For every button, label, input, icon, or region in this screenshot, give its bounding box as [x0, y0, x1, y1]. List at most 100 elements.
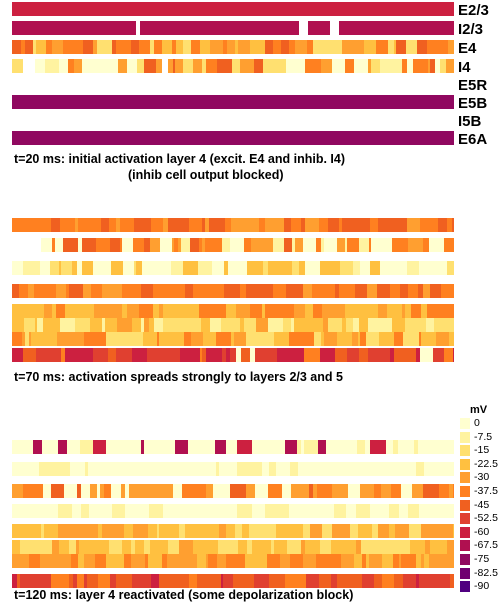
raster-segment [237, 440, 252, 454]
raster-segment [209, 238, 213, 252]
raster-segment [361, 304, 365, 318]
raster-segment [321, 332, 324, 346]
raster-segment [55, 540, 59, 554]
raster-segment [170, 524, 179, 538]
raster-segment [421, 332, 436, 346]
raster-segment [165, 59, 168, 73]
raster-segment [394, 332, 403, 346]
raster-segment [273, 40, 281, 54]
raster-segment [118, 59, 127, 73]
raster-segment [12, 77, 454, 91]
raster-segment [249, 524, 262, 538]
raster-segment [268, 261, 279, 275]
raster-segment [183, 261, 198, 275]
raster-segment [451, 554, 454, 568]
raster-segment [231, 218, 246, 232]
raster-segment [89, 504, 96, 518]
raster-segment [441, 284, 446, 298]
raster-segment [61, 524, 74, 538]
raster-segment [142, 261, 144, 275]
raster-segment [157, 484, 173, 498]
raster-segment [67, 440, 80, 454]
raster-segment [54, 504, 58, 518]
raster-segment [357, 440, 365, 454]
raster-segment [82, 261, 93, 275]
raster-segment [428, 59, 430, 73]
raster-segment [346, 462, 361, 476]
raster-segment [289, 504, 303, 518]
raster-segment [17, 318, 24, 332]
raster-segment [314, 332, 317, 346]
raster-segment [96, 238, 110, 252]
raster-segment [65, 304, 78, 318]
raster-segment [95, 59, 99, 73]
raster-segment [98, 574, 110, 588]
raster-segment [419, 504, 432, 518]
raster-segment [240, 574, 254, 588]
raster-segment [255, 348, 265, 362]
raster-segment [274, 332, 281, 346]
raster-segment [68, 218, 75, 232]
raster-segment [426, 318, 434, 332]
raster-segment [425, 540, 430, 554]
raster-segment [374, 574, 382, 588]
raster-segment [374, 484, 381, 498]
colorbar-tick-label: 0 [474, 417, 480, 429]
raster-segment [398, 440, 404, 454]
raster-row [12, 318, 454, 332]
raster-segment [283, 318, 291, 332]
raster-segment [434, 574, 450, 588]
raster-segment [369, 554, 382, 568]
raster-segment [163, 318, 179, 332]
raster-gap [12, 113, 21, 127]
raster-segment [341, 554, 354, 568]
colorbar-swatch [460, 554, 470, 565]
raster-segment [116, 218, 120, 232]
raster-segment [215, 574, 221, 588]
raster-segment [391, 484, 401, 498]
raster-segment [371, 40, 376, 54]
raster-segment [433, 348, 444, 362]
raster-segment [173, 484, 182, 498]
raster-segment [432, 504, 438, 518]
raster-segment [175, 59, 183, 73]
raster-segment [141, 284, 153, 298]
raster-segment [342, 440, 348, 454]
raster-row [12, 462, 454, 476]
raster-segment [213, 238, 216, 252]
raster-segment [50, 554, 60, 568]
raster-segment [430, 218, 438, 232]
raster-segment [306, 574, 319, 588]
raster-segment [255, 484, 268, 498]
raster-segment [331, 540, 344, 554]
raster-segment [399, 540, 410, 554]
raster-segment [307, 40, 313, 54]
raster-segment [387, 304, 402, 318]
raster-segment [280, 304, 294, 318]
raster-segment [447, 554, 451, 568]
raster-segment [265, 504, 274, 518]
raster-segment [217, 59, 232, 73]
raster-segment [215, 504, 218, 518]
raster-segment [105, 318, 117, 332]
raster-segment [12, 21, 454, 35]
raster-segment [273, 238, 284, 252]
raster-segment [305, 304, 313, 318]
raster-segment [350, 284, 355, 298]
raster-segment [231, 462, 237, 476]
raster-segment [219, 462, 231, 476]
raster-segment [124, 524, 133, 538]
raster-segment [423, 484, 427, 498]
raster-segment [162, 40, 172, 54]
raster-segment [416, 554, 421, 568]
raster-segment [206, 59, 217, 73]
raster-segment [234, 332, 246, 346]
raster-segment [170, 284, 185, 298]
raster-segment [299, 261, 305, 275]
raster-segment [85, 462, 88, 476]
raster-segment [84, 554, 95, 568]
raster-segment [418, 440, 430, 454]
raster-segment [263, 540, 271, 554]
raster-segment [429, 554, 444, 568]
raster-segment [376, 40, 388, 54]
